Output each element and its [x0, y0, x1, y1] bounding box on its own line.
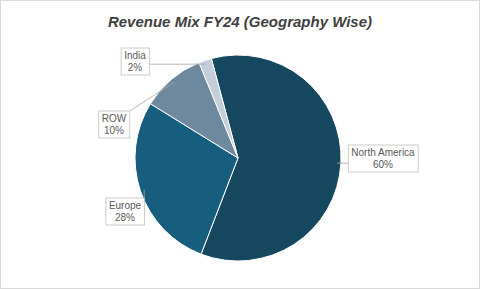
label-value: 28%	[115, 212, 135, 223]
label-value: 2%	[128, 62, 143, 73]
label-box	[121, 48, 149, 75]
chart: Revenue Mix FY24 (Geography Wise) North A…	[0, 0, 480, 289]
data-label: North America60%	[348, 145, 418, 172]
label-box	[99, 111, 130, 138]
label-category: India	[124, 50, 146, 61]
chart-frame	[1, 1, 480, 289]
data-labels: North America60% Europe28% ROW10% India2%	[99, 48, 418, 225]
title: Revenue Mix FY24 (Geography Wise)	[108, 13, 372, 30]
label-value: 60%	[373, 159, 393, 170]
data-label: India2%	[121, 48, 149, 75]
pie-slice	[199, 59, 238, 158]
leader-line	[337, 163, 348, 164]
label-value: 10%	[104, 125, 124, 136]
leader-line	[130, 82, 174, 111]
leader-line	[144, 190, 145, 198]
label-category: Europe	[109, 200, 142, 211]
label-category: North America	[351, 147, 415, 158]
label-category: ROW	[102, 113, 127, 124]
data-label: ROW10%	[99, 111, 130, 138]
leader-line	[149, 64, 206, 65]
label-box	[348, 145, 418, 172]
label-box	[106, 198, 145, 225]
data-label: Europe28%	[106, 198, 145, 225]
pie	[135, 55, 341, 261]
